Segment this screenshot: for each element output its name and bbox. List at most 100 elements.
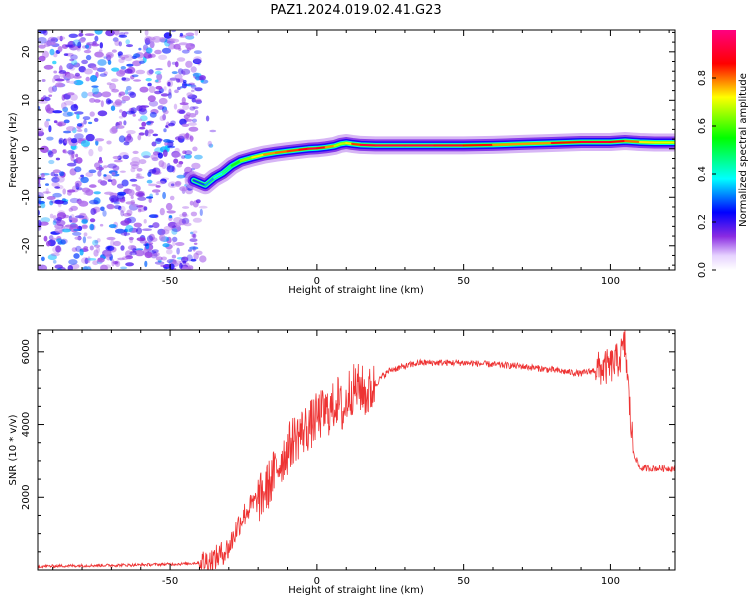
spectrogram-noise-blob: [99, 42, 104, 49]
spectrogram-noise-blob: [56, 121, 67, 127]
spectrogram-noise-blob: [150, 154, 159, 160]
spectrogram-noise-blob: [76, 113, 80, 120]
spectrogram-noise-blob: [159, 115, 165, 122]
spectrogram-ridge-peak: [230, 159, 242, 167]
spectrogram-noise-blob: [121, 256, 129, 261]
spectrogram-noise-blob: [90, 208, 96, 215]
spectrogram-noise-blob: [146, 36, 156, 41]
spectrogram-ridge-peak: [521, 142, 553, 145]
spectrogram-noise-blob: [47, 36, 57, 44]
spectrogram-noise-blob: [109, 195, 119, 203]
spectrogram-noise-blob: [62, 111, 73, 117]
spectrogram-noise-blob: [115, 228, 125, 234]
spectrogram-noise-blob: [46, 196, 56, 200]
spectrogram-noise-blob: [38, 37, 47, 44]
spectrogram-noise-blob: [182, 211, 187, 217]
spectrogram-noise-blob: [192, 233, 197, 239]
snr-xtick-label: 100: [601, 576, 620, 587]
spectrogram-noise-blob: [104, 251, 112, 258]
spectrogram-noise-blob: [199, 208, 203, 216]
spectrogram-noise-blob: [132, 150, 139, 154]
spectrogram-noise-blob: [105, 30, 115, 37]
spectrogram-noise-blob: [126, 63, 134, 67]
spectrogram-noise-blob: [128, 189, 135, 197]
spectrogram-noise-blob: [47, 254, 57, 261]
spectrogram-ridge-peak: [351, 142, 362, 146]
spectrogram-noise-blob: [78, 32, 84, 37]
spectrogram-noise-blob: [163, 128, 167, 133]
spectrogram-noise-blob: [72, 39, 81, 47]
spectrogram-noise-blob: [192, 146, 198, 152]
spectrogram-noise-blob: [190, 231, 194, 235]
spectrogram-ridge-peak: [221, 164, 233, 174]
spectrogram-noise-blob: [69, 223, 79, 229]
spectrogram-noise-blob: [87, 63, 97, 69]
spectrogram-noise-blob: [119, 198, 126, 203]
spectrogram-noise-blob: [137, 208, 142, 213]
spectrogram-noise-blob: [58, 171, 65, 177]
spectrogram-noise-blob: [138, 47, 142, 51]
spectrogram-noise-blob: [184, 150, 193, 156]
spectrogram-noise-blob: [180, 266, 189, 270]
spectrogram-noise-blob: [183, 79, 187, 84]
spectrogram-noise-blob: [104, 191, 114, 195]
colorbar-tick-label: 0.0: [697, 262, 708, 278]
spectrogram-noise-blob: [135, 185, 141, 192]
spectrogram-noise-blob: [69, 93, 78, 101]
snr-xtick-label: 50: [457, 576, 470, 587]
spectrogram-noise-blob: [189, 246, 199, 250]
spectrogram-noise-blob: [181, 256, 189, 263]
spectrogram-noise-blob: [56, 36, 66, 41]
spectrogram-noise-blob: [137, 134, 142, 141]
spectrogram-noise-blob: [147, 95, 156, 102]
spectrogram-noise-blob: [46, 240, 51, 247]
spectrogram-noise-blob: [67, 40, 76, 49]
spectrogram-noise-blob: [175, 222, 181, 228]
spectrogram-noise-blob: [144, 37, 151, 46]
spectrogram-noise-blob: [175, 61, 179, 68]
spectrogram-noise-blob: [72, 231, 82, 236]
spectrogram-noise-blob: [70, 214, 75, 221]
spectrogram-noise-blob: [155, 256, 163, 261]
spectrogram-ridge-peak: [239, 156, 254, 162]
spectrogram-noise-blob: [112, 155, 120, 160]
spectrogram-noise-blob: [61, 94, 66, 101]
spectrogram-noise-blob: [68, 80, 78, 84]
spectrogram-noise-blob: [65, 73, 75, 79]
spectrogram-noise-blob: [63, 119, 70, 124]
spectrogram-noise-blob: [83, 246, 89, 250]
spectrogram-noise-blob: [118, 91, 126, 96]
spectrogram-noise-blob: [43, 235, 48, 242]
spectrogram-noise-blob: [141, 121, 147, 127]
spectrogram-noise-blob: [158, 160, 165, 168]
spectrogram-panel: -50 0 50 100 -20 -10 0 10 20 Height of straight …: [8, 29, 676, 296]
colorbar-label: Normalized spectral amplitude: [738, 73, 749, 227]
spectrogram-xtick-label: 100: [601, 276, 620, 287]
spectrogram-noise-blob: [76, 123, 83, 127]
spectrogram-noise-blob: [119, 109, 123, 113]
chart-title: PAZ1.2024.019.02.41.G23: [270, 3, 441, 18]
spectrogram-noise-blob: [107, 163, 117, 169]
spectrogram-noise-blob: [70, 205, 78, 211]
colorbar-tick-label: 0.6: [697, 118, 708, 134]
spectrogram-noise-blob: [138, 132, 145, 136]
spectrogram-noise-blob: [113, 205, 122, 210]
spectrogram-noise-blob: [133, 79, 142, 82]
snr-ytick-label: 4000: [21, 412, 32, 437]
spectrogram-noise-blob: [159, 207, 165, 216]
spectrogram-noise-blob: [157, 105, 165, 110]
spectrogram-noise-blob: [69, 58, 75, 62]
spectrogram-noise-blob: [171, 254, 177, 259]
spectrogram-noise-blob: [170, 38, 180, 43]
spectrogram-noise-blob: [52, 77, 56, 83]
spectrogram-noise-blob: [100, 206, 105, 212]
spectrogram-ridge-peak: [298, 147, 310, 151]
spectrogram-noise-blob: [88, 121, 93, 125]
spectrogram-noise-blob: [38, 192, 44, 199]
spectrogram-ridge-peak: [609, 140, 627, 143]
spectrogram-noise-blob: [187, 265, 194, 270]
spectrogram-noise-blob: [80, 176, 89, 184]
spectrogram-noise-blob: [74, 111, 84, 115]
spectrogram-noise-blob: [142, 228, 152, 231]
spectrogram-noise-blob: [49, 213, 54, 219]
